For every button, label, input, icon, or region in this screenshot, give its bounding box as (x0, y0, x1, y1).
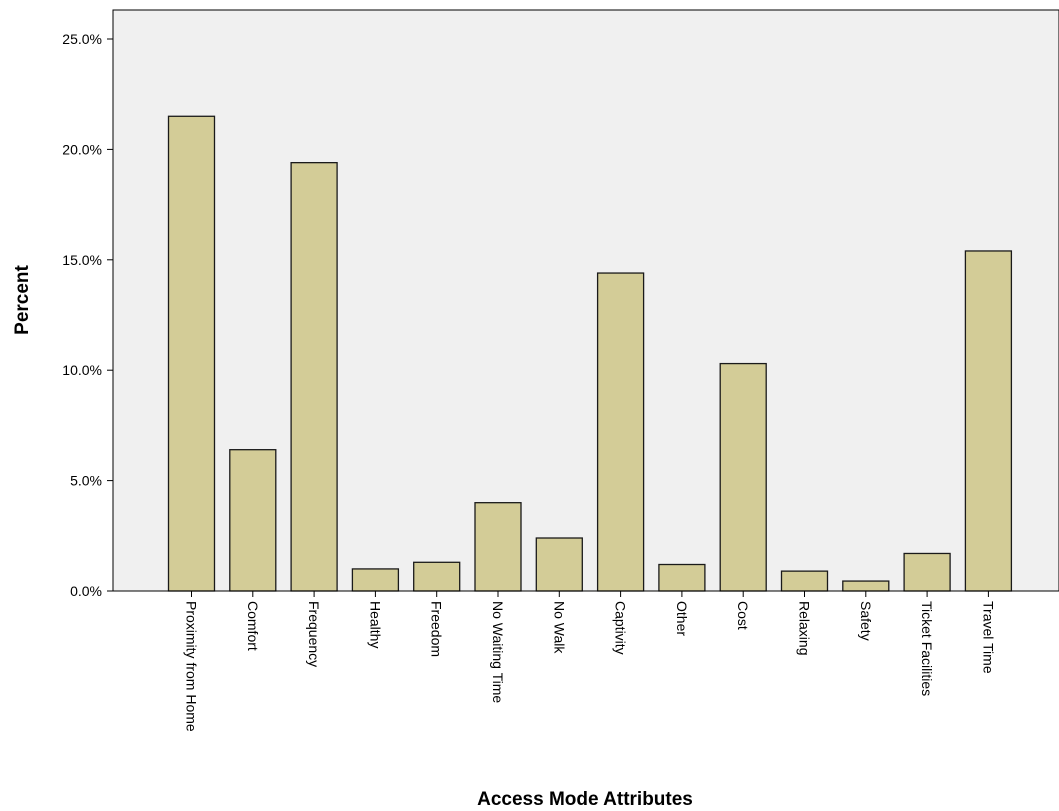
bar-series (167, 115, 1013, 592)
y-axis: 0.0% 5.0% 10.0% 15.0% 20.0% 25.0% (62, 10, 114, 599)
x-tick-label: Comfort (245, 601, 261, 651)
x-tick-label: Ticket Facilities (919, 601, 935, 696)
y-tick-label: 5.0% (70, 473, 102, 489)
y-tick-label: 0.0% (70, 583, 102, 599)
x-tick-label: Travel Time (980, 601, 996, 674)
bar (535, 537, 583, 592)
bar (351, 568, 400, 592)
x-tick-label: Healthy (367, 601, 383, 648)
x-axis: Proximity from Home Comfort Frequency Healt… (113, 590, 1059, 732)
x-tick-label: No Walk (551, 601, 567, 654)
x-axis-title: Access Mode Attributes (477, 789, 693, 810)
bar (842, 580, 890, 592)
x-tick-label: Proximity from Home (184, 601, 200, 732)
bar (596, 272, 645, 592)
bar (167, 115, 216, 592)
bar (903, 552, 951, 592)
x-tick-label: Safety (858, 601, 874, 641)
x-tick-label: Captivity (613, 601, 629, 655)
y-axis-title: Percent (12, 264, 33, 334)
x-tick-label: Cost (735, 601, 751, 630)
bar (658, 563, 706, 592)
bar (719, 362, 767, 592)
x-tick-label: No Waiting Time (490, 601, 506, 703)
y-tick-label: 15.0% (62, 252, 102, 268)
bar (290, 161, 338, 592)
bar (229, 449, 277, 592)
bar (413, 561, 461, 592)
y-tick-label: 20.0% (62, 141, 102, 157)
bar (964, 250, 1013, 592)
x-tick-label: Other (674, 601, 690, 636)
x-tick-label: Frequency (306, 601, 322, 667)
x-tick-label: Freedom (429, 601, 445, 657)
x-tick-label: Relaxing (797, 601, 813, 655)
y-tick-label: 10.0% (62, 362, 102, 378)
y-tick-label: 25.0% (62, 31, 102, 47)
bar (780, 570, 829, 592)
bar (474, 502, 522, 592)
